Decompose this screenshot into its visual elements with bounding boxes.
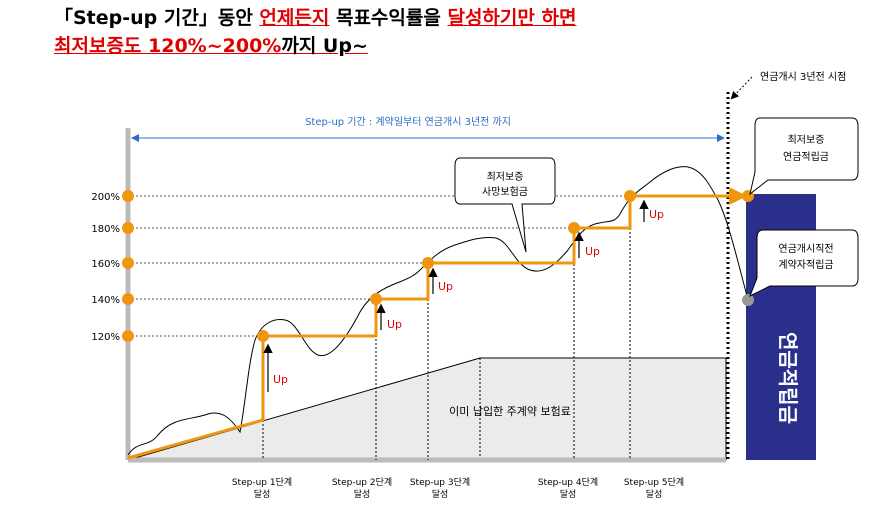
bubble-annuity-guarantee: 최저보증 연금적립금 (749, 117, 859, 196)
up-arrows (263, 199, 649, 392)
y-tick-160: 160% (91, 259, 120, 270)
annuity-reserve-bar-label: 연금적립금 (776, 332, 800, 424)
up-labels: Up Up Up Up Up (273, 208, 664, 386)
level-guides (132, 195, 744, 337)
up-label-5: Up (649, 208, 664, 221)
headline-text-1a: 「Step-up 기간」동안 (54, 7, 260, 29)
headline-text-2b: 까지 Up~ (281, 35, 368, 57)
pre-annuity-marker (742, 294, 754, 306)
bubble-pre-annuity-line-2: 계약자적립금 (778, 258, 833, 271)
headline: 「Step-up 기간」동안 언제든지 목표수익률을 달성하기만 하면 최저보증… (54, 4, 576, 60)
step-1-sub: 달성 (254, 488, 271, 500)
bubble-pre-annuity-line-1: 연금개시직전 (778, 243, 833, 255)
headline-text-2a: 최저보증도 120%~200% (54, 35, 282, 57)
step-marker-1 (257, 330, 269, 342)
headline-line-1: 「Step-up 기간」동안 언제든지 목표수익률을 달성하기만 하면 (54, 4, 576, 32)
step-4-sub: 달성 (560, 488, 577, 500)
up-label-1: Up (273, 373, 288, 386)
step-3-sub: 달성 (432, 488, 449, 500)
min-guarantee-step-line (127, 187, 747, 460)
step-marker-4 (568, 222, 580, 234)
y-tick-140: 140% (91, 295, 120, 306)
premium-area (127, 357, 727, 461)
pension-start-pointer (730, 76, 753, 100)
step-marker-2 (370, 293, 382, 305)
step-3-label: Step-up 3단계 (410, 476, 470, 488)
y-tick-120: 120% (91, 332, 120, 343)
headline-text-1c: 목표수익률을 (329, 7, 448, 29)
step-5-label: Step-up 5단계 (624, 476, 684, 488)
step-up-period-label: Step-up 기간 : 계약일부터 연금개시 3년전 까지 (305, 116, 511, 128)
premium-area-label: 이미 납입한 주계약 보험료 (449, 404, 571, 418)
step-5-sub: 달성 (646, 488, 663, 500)
up-label-4: Up (585, 245, 600, 258)
bubble-death-line-2: 사망보험금 (482, 186, 528, 198)
step-labels: Step-up 1단계 달성 Step-up 2단계 달성 Step-up 3단… (232, 476, 684, 500)
y-marker-200 (122, 190, 134, 202)
bubble-annuity-line-2: 연금적립금 (783, 150, 829, 163)
bubble-pre-annuity: 연금개시직전 계약자적립금 (749, 229, 859, 298)
y-marker-140 (122, 293, 134, 305)
y-tick-200: 200% (91, 192, 120, 203)
step-marker-3 (422, 257, 434, 269)
y-marker-120 (122, 330, 134, 342)
pension-start-label: 연금개시 3년전 시점 (760, 71, 846, 83)
step-2-sub: 달성 (354, 488, 371, 500)
account-value-curve (127, 166, 749, 456)
y-axis-markers (122, 190, 134, 342)
y-tick-labels: 120% 140% 160% 180% 200% (91, 192, 120, 343)
y-marker-180 (122, 222, 134, 234)
step-marker-5 (624, 190, 636, 202)
headline-text-1b: 언제든지 (259, 7, 330, 29)
step-markers (257, 190, 754, 342)
headline-text-1d: 달성하기만 하면 (447, 7, 577, 29)
bubble-death-benefit: 최저보증 사망보험금 (454, 157, 556, 253)
step-1-label: Step-up 1단계 (232, 476, 292, 488)
headline-line-2: 최저보증도 120%~200%까지 Up~ (54, 32, 576, 60)
y-marker-160 (122, 257, 134, 269)
up-label-2: Up (387, 318, 402, 331)
bubble-death-line-1: 최저보증 (487, 171, 524, 183)
step-2-label: Step-up 2단계 (332, 476, 392, 488)
y-tick-180: 180% (91, 224, 120, 235)
up-label-3: Up (438, 280, 453, 293)
step-4-label: Step-up 4단계 (538, 476, 598, 488)
bubble-annuity-line-1: 최저보증 (788, 134, 825, 146)
